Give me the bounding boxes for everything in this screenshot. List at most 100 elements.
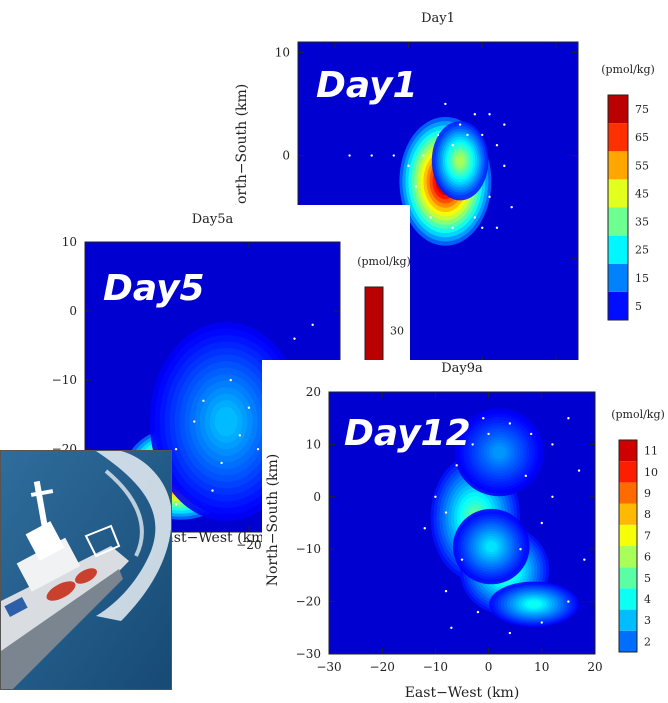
day1-colorbar-swatch-1 (608, 263, 628, 292)
day12-colorbar-label-5: 7 (644, 529, 651, 542)
day12-plot-frame (328, 391, 596, 655)
day1-colorbar-label-2: 25 (635, 244, 649, 257)
day12-xtick-label-0: −30 (316, 660, 341, 674)
day1-station-15 (503, 123, 506, 126)
day12-colorbar-swatch-8 (619, 461, 637, 483)
day12-colorbar-label-9: 11 (644, 445, 658, 458)
day12-station-8 (567, 417, 570, 420)
day1-y-axis-label: North−South (km) (234, 84, 250, 217)
day12-station-11 (519, 548, 522, 551)
ship-illustration (1, 451, 171, 689)
day1-station-3 (495, 144, 499, 147)
day12-colorbar-swatch-4 (619, 546, 637, 568)
day1-colorbar-swatch-6 (608, 123, 628, 152)
day1-colorbar-unit: (pmol/kg) (601, 63, 655, 76)
day5-colorbar-unit: (pmol/kg) (357, 255, 411, 268)
day1-station-9 (414, 185, 418, 188)
day12-xtick-label-3: 0 (485, 660, 493, 674)
day1-colorbar-label-7: 75 (635, 103, 649, 116)
day12-station-15 (508, 631, 512, 635)
day12-concentration-field (430, 408, 579, 627)
day12-station-12 (460, 558, 464, 561)
day1-station-11 (436, 133, 440, 137)
day12-colorbar-swatch-6 (619, 503, 637, 525)
day1-contour-1-13 (455, 154, 465, 167)
day12-contour-6-13 (492, 445, 506, 459)
day12-colorbar-label-0: 2 (644, 635, 651, 648)
day12-colorbar-label-2: 4 (644, 593, 651, 606)
day12-xtick-label-5: 20 (587, 660, 602, 674)
day1-station-19 (407, 164, 410, 168)
day5-station-2 (211, 489, 214, 492)
day1-station-16 (392, 154, 395, 157)
day12-colorbar-swatch-3 (619, 567, 637, 589)
day12-station-9 (577, 469, 581, 472)
day1-colorbar-frame (607, 94, 629, 321)
day12-colorbar-swatch-2 (619, 588, 637, 610)
day1-colorbar-label-1: 15 (635, 272, 649, 285)
day5-x-axis-label: East−West (km) (155, 530, 270, 546)
day12-contour-4-13 (485, 540, 497, 553)
day1-station-12 (458, 123, 462, 126)
day12-station-17 (567, 600, 570, 603)
day12-station-3 (471, 443, 474, 446)
day5-ytick-label-2: −10 (52, 373, 77, 387)
day1-colorbar-label-4: 45 (635, 187, 649, 200)
day1-station-20 (495, 226, 499, 230)
day5-contour-3-13 (214, 406, 238, 437)
day1-overlay-label: Day1 (316, 65, 418, 106)
day1-station-22 (510, 205, 513, 209)
day12-colorbar-label-8: 10 (644, 466, 658, 479)
day5-ytick-label-3: 0 (69, 304, 77, 318)
day1-station-17 (370, 154, 373, 157)
day12-colorbar-swatch-9 (619, 440, 637, 462)
day12-station-16 (540, 621, 543, 624)
day5-station-17 (202, 399, 205, 403)
day12-colorbar-swatch-7 (619, 482, 637, 504)
day12-colorbar-label-1: 3 (644, 614, 651, 627)
day12-station-14 (476, 610, 480, 614)
day12-colorbar-swatch-5 (619, 524, 637, 546)
day12-station-2 (455, 464, 458, 467)
day12-station-23 (450, 626, 453, 629)
day12-station-1 (444, 511, 448, 514)
day12-xtick-label-2: −10 (423, 660, 448, 674)
day12-station-21 (482, 417, 485, 420)
day5-overlay-label: Day5 (103, 268, 205, 309)
day12-ytick-label-1: −20 (296, 595, 321, 609)
day12-ytick-label-4: 10 (306, 437, 321, 451)
day1-colorbar-swatch-4 (608, 179, 628, 208)
day1-station-18 (348, 154, 351, 157)
day12-station-10 (540, 521, 543, 525)
day1-ytick-label-2: 0 (282, 149, 290, 163)
day5-station-10 (193, 420, 196, 423)
day1-station-8 (429, 216, 432, 219)
day1-station-21 (481, 226, 484, 230)
day5-station-9 (311, 323, 314, 327)
day12-colorbar-swatch-1 (619, 609, 637, 631)
day5-xtick-label-0: −20 (236, 538, 261, 552)
day1-station-7 (451, 226, 454, 230)
day1-station-5 (488, 195, 491, 199)
day1-chart-title: Day1 (421, 11, 455, 26)
day1-station-10 (422, 154, 425, 157)
day12-station-4 (487, 432, 490, 436)
day12-chart-panel: Day9a −30 −20 −10 0 10 20 −30 −20 −10 0 10 20 East−We… (262, 360, 668, 703)
day1-station-2 (481, 133, 484, 137)
day12-xtick-label-1: −20 (370, 660, 395, 674)
day12-station-6 (529, 432, 533, 436)
day12-colorbar-label-3: 5 (644, 572, 651, 585)
day5-station-11 (174, 447, 178, 451)
day1-station-23 (444, 102, 447, 106)
day5-station-14 (256, 447, 260, 451)
day12-x-axis-label: East−West (km) (405, 685, 520, 701)
day5-colorbar-label-2: 30 (390, 324, 404, 337)
day5-ytick-label-4: 10 (62, 235, 77, 249)
day12-station-5 (508, 422, 512, 425)
day12-station-0 (434, 495, 437, 498)
day12-colorbar-swatch-0 (619, 630, 637, 652)
day12-station-13 (444, 589, 448, 593)
day1-colorbar-label-3: 35 (635, 216, 649, 229)
day12-ytick-label-0: −30 (296, 647, 321, 661)
day1-colorbar-swatch-2 (608, 235, 628, 264)
